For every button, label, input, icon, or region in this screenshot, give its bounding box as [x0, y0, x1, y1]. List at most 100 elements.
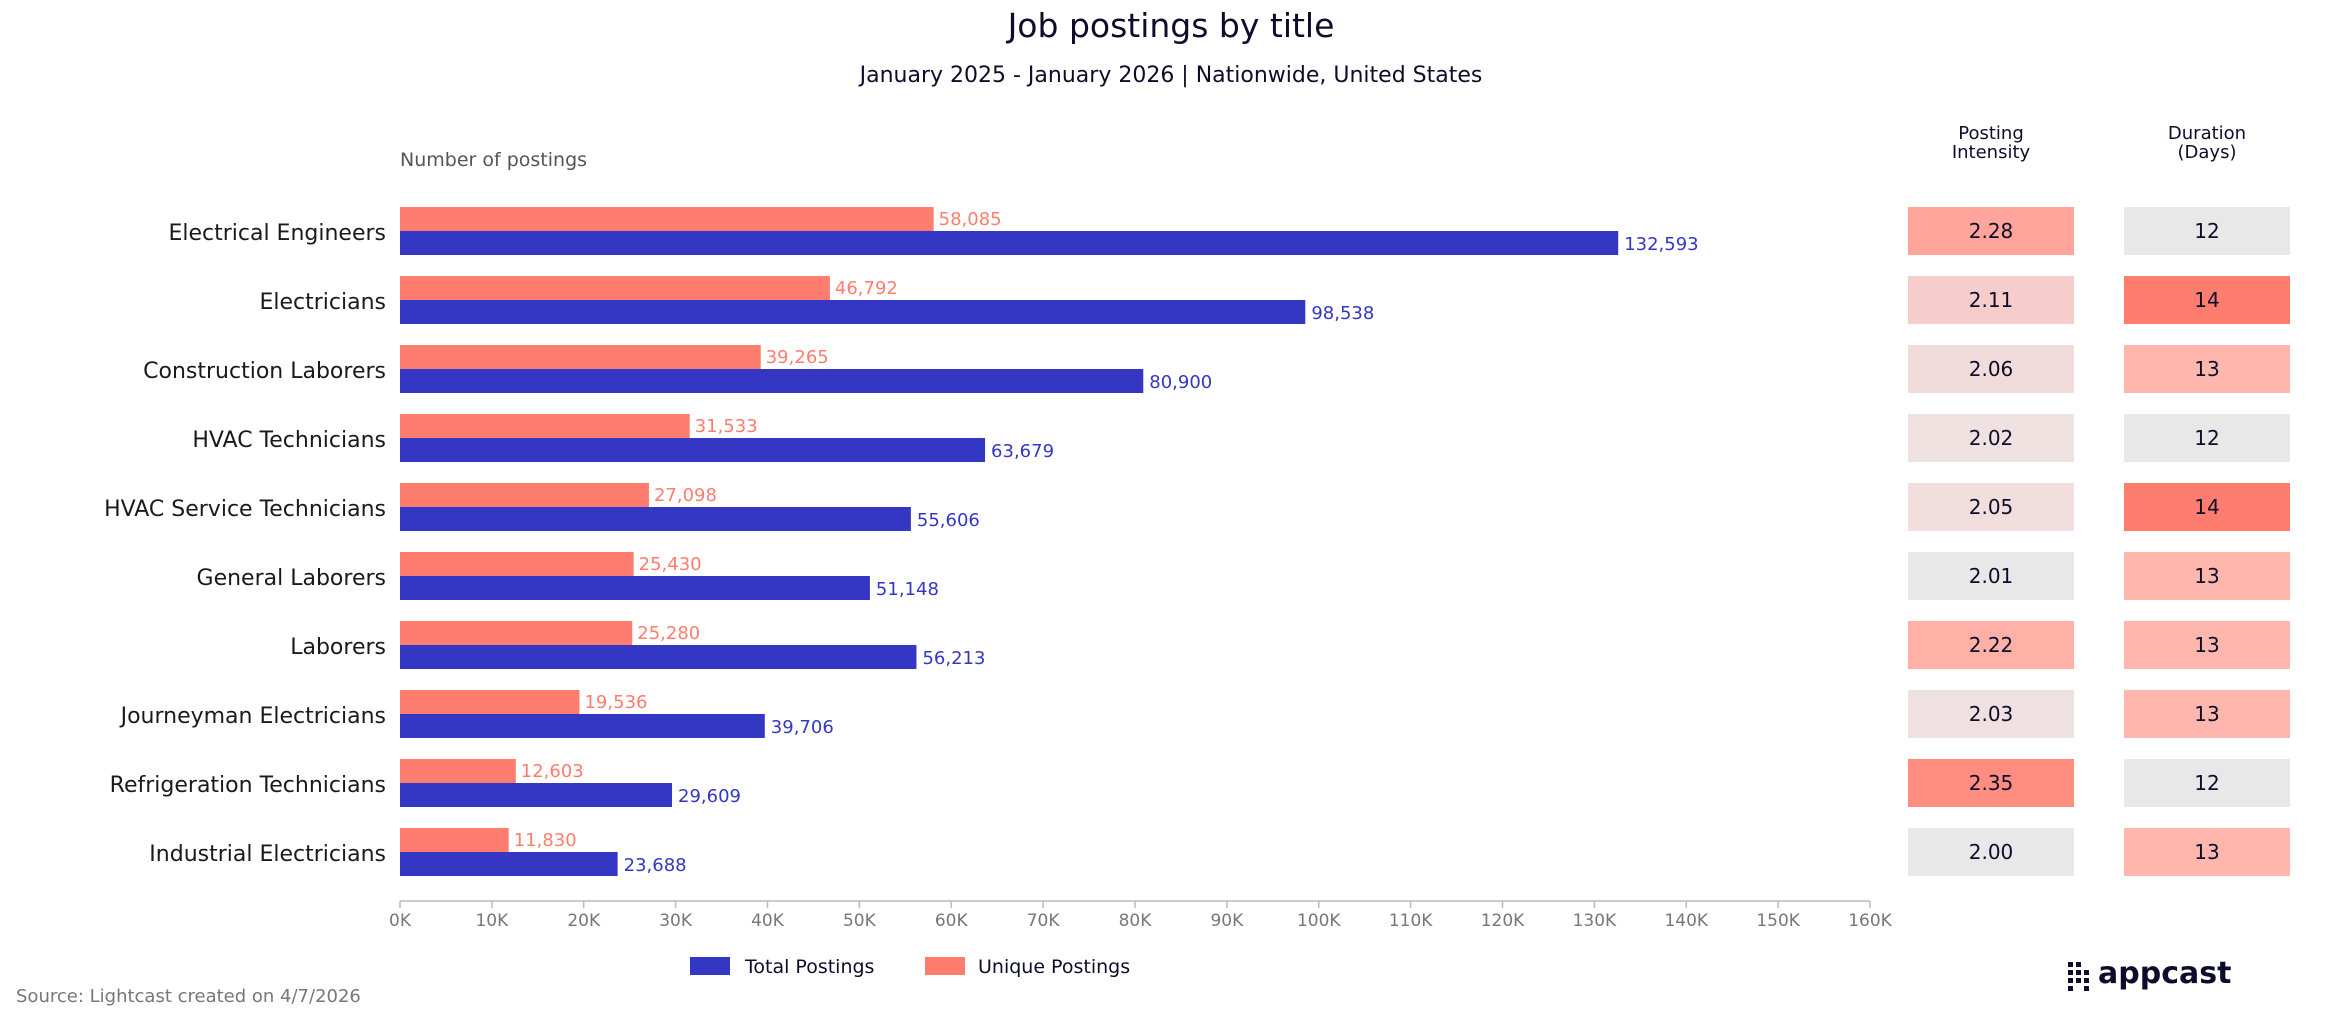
x-tick-label: 10K	[475, 911, 509, 931]
table-cell	[1908, 759, 2074, 807]
table-cell-value: 2.00	[1969, 840, 2014, 864]
bar-total-postings	[400, 507, 911, 531]
table-cell	[2124, 690, 2290, 738]
bar-total-postings	[400, 300, 1306, 324]
table-cell-value: 12	[2194, 219, 2219, 243]
table-cell	[2124, 414, 2290, 462]
chart-subtitle: January 2025 - January 2026 | Nationwide…	[858, 63, 1483, 88]
table-cell-value: 13	[2194, 702, 2219, 726]
table-cell	[2124, 483, 2290, 531]
table-cell-value: 12	[2194, 771, 2219, 795]
data-label-unique: 27,098	[654, 485, 717, 506]
table-cell-value: 2.22	[1969, 633, 2014, 657]
bars-group: Electrical Engineers 58,085 132,593 Electri…	[104, 207, 1699, 876]
bar-unique-postings	[400, 759, 516, 783]
table-cell	[2124, 759, 2290, 807]
category-label: Electrical Engineers	[168, 221, 386, 246]
x-tick-label: 70K	[1027, 911, 1061, 931]
category-label: Electricians	[259, 290, 386, 315]
data-label-total: 29,609	[678, 786, 741, 807]
x-tick-label: 160K	[1848, 911, 1892, 931]
table-cell	[2124, 207, 2290, 255]
bar-total-postings	[400, 369, 1144, 393]
category-label: HVAC Service Technicians	[104, 497, 386, 522]
data-label-total: 63,679	[991, 441, 1054, 462]
table-cell-value: 2.35	[1969, 771, 2014, 795]
data-label-unique: 12,603	[521, 761, 584, 782]
bar-unique-postings	[400, 207, 934, 231]
table-column-header: Posting	[1958, 123, 2024, 144]
table-cell-value: 14	[2194, 288, 2219, 312]
x-tick-label: 40K	[751, 911, 785, 931]
bar-total-postings	[400, 852, 618, 876]
table-cell-value: 13	[2194, 357, 2219, 381]
data-label-unique: 25,280	[637, 623, 700, 644]
table-cell	[1908, 207, 2074, 255]
x-tick-label: 130K	[1573, 911, 1617, 931]
data-label-total: 56,213	[922, 648, 985, 669]
x-tick-label: 110K	[1389, 911, 1433, 931]
bar-unique-postings	[400, 690, 580, 714]
data-label-unique: 46,792	[835, 278, 898, 299]
data-label-total: 39,706	[771, 717, 834, 738]
category-label: General Laborers	[197, 566, 386, 591]
bar-total-postings	[400, 231, 1619, 255]
table-cell	[1908, 276, 2074, 324]
appcast-logo-icon	[2068, 962, 2089, 991]
table-cell-value: 2.06	[1969, 357, 2014, 381]
data-label-total: 80,900	[1149, 372, 1212, 393]
table-cell-value: 2.02	[1969, 426, 2014, 450]
legend: Total Postings Unique Postings	[690, 956, 1130, 978]
table-cell-value: 2.03	[1969, 702, 2014, 726]
data-label-unique: 25,430	[639, 554, 702, 575]
bar-unique-postings	[400, 621, 633, 645]
bar-total-postings	[400, 576, 870, 600]
table-cell	[1908, 552, 2074, 600]
x-tick-label: 30K	[659, 911, 693, 931]
x-tick-label: 90K	[1210, 911, 1244, 931]
table-cell	[2124, 552, 2290, 600]
data-label-unique: 11,830	[514, 830, 577, 851]
data-label-total: 23,688	[624, 855, 687, 876]
legend-swatch-unique	[925, 957, 965, 975]
data-label-unique: 19,536	[584, 692, 647, 713]
bar-total-postings	[400, 714, 765, 738]
x-tick-label: 100K	[1297, 911, 1341, 931]
table-cell-value: 2.01	[1969, 564, 2014, 588]
bar-unique-postings	[400, 276, 830, 300]
table-cell	[2124, 345, 2290, 393]
legend-label-unique: Unique Postings	[978, 956, 1130, 978]
category-label: Laborers	[290, 635, 386, 660]
table-cell-value: 13	[2194, 633, 2219, 657]
table-cell	[2124, 828, 2290, 876]
x-tick-label: 120K	[1481, 911, 1525, 931]
appcast-logo: appcast	[2068, 956, 2231, 991]
table-cell	[1908, 621, 2074, 669]
x-tick-label: 140K	[1664, 911, 1708, 931]
bar-unique-postings	[400, 483, 649, 507]
data-label-total: 55,606	[917, 510, 980, 531]
table-column-header: (Days)	[2178, 142, 2237, 163]
x-tick-label: 50K	[843, 911, 877, 931]
legend-label-total: Total Postings	[744, 956, 874, 978]
table-cell-value: 2.28	[1969, 219, 2014, 243]
table-cell	[1908, 690, 2074, 738]
table-cell-value: 13	[2194, 564, 2219, 588]
table-cell-value: 13	[2194, 840, 2219, 864]
bar-unique-postings	[400, 552, 634, 576]
x-tick-label: 20K	[567, 911, 601, 931]
bar-total-postings	[400, 783, 673, 807]
data-label-unique: 39,265	[766, 347, 829, 368]
data-label-total: 132,593	[1624, 234, 1698, 255]
table-cell	[2124, 621, 2290, 669]
category-label: Journeyman Electricians	[119, 704, 386, 729]
legend-swatch-total	[690, 957, 730, 975]
x-tick-label: 60K	[935, 911, 969, 931]
table-cell	[1908, 414, 2074, 462]
chart-title: Job postings by title	[1006, 6, 1335, 45]
category-label: Construction Laborers	[143, 359, 386, 384]
category-label: HVAC Technicians	[192, 428, 386, 453]
category-label: Industrial Electricians	[149, 842, 386, 867]
